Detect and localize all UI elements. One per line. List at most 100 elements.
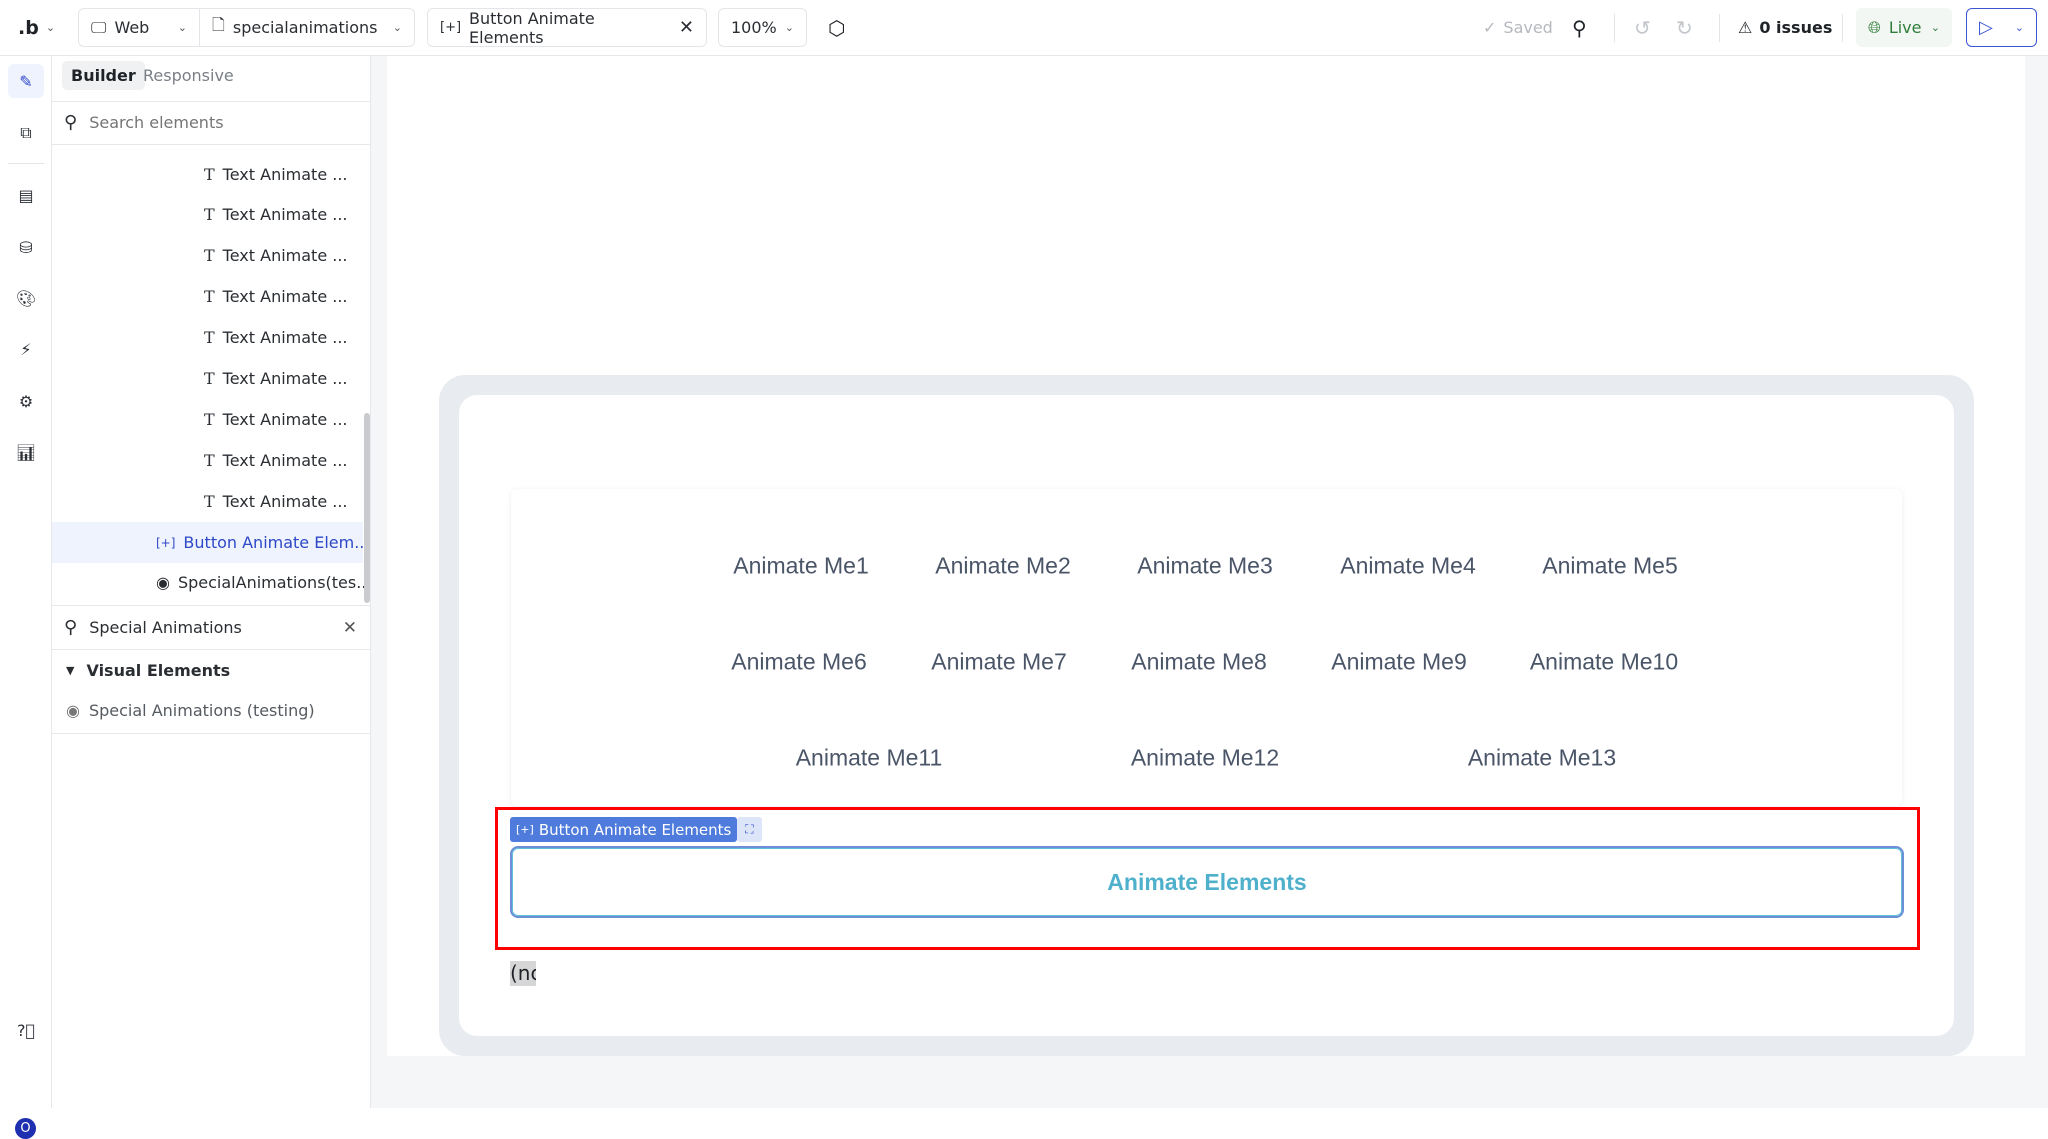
undo-icon[interactable]: ↺: [1634, 15, 1651, 40]
tree-item-label: Text Animate ...: [222, 287, 348, 306]
library-item-label: Special Animations (testing): [88, 701, 315, 720]
animate-text[interactable]: Animate Me13: [1467, 744, 1617, 771]
saved-label: Saved: [1503, 18, 1553, 37]
tree-item-label: Text Animate ...: [222, 205, 348, 224]
search-icon: ⚲: [64, 112, 78, 133]
divider: [1842, 14, 1843, 42]
tree-item[interactable]: T Text Animate ...: [52, 317, 363, 358]
saved-status: ✓ Saved: [1483, 8, 1553, 47]
monitor-icon: 🖵: [91, 17, 107, 37]
animate-text[interactable]: Animate Me6: [731, 648, 867, 675]
close-icon[interactable]: ✕: [342, 617, 357, 638]
component-icon: ◉: [66, 701, 80, 720]
globe-icon: 🌐︎: [1868, 17, 1881, 37]
tree-item[interactable]: ◉ SpecialAnimations(tes...: [52, 562, 371, 603]
palette-icon[interactable]: 🎨︎: [15, 288, 37, 308]
live-button[interactable]: 🌐︎ Live ⌄: [1856, 8, 1952, 47]
help-icon[interactable]: ?⃝: [16, 1020, 36, 1040]
tree-item-label: Text Animate ...: [222, 246, 348, 265]
button-element-icon: [+]: [156, 535, 176, 550]
text-icon: T: [204, 410, 215, 429]
check-circle-icon: ✓: [1483, 18, 1497, 37]
page-select[interactable]: 🗋 specialanimations ⌄: [199, 8, 415, 47]
tree-item[interactable]: T Text Animate ...: [52, 440, 363, 481]
layout-icon[interactable]: ▤: [18, 185, 34, 205]
tree-item[interactable]: T Text Animate ...: [52, 399, 363, 440]
element-tab[interactable]: [+] Button Animate Elements ✕: [427, 8, 707, 47]
divider: [52, 101, 371, 102]
tree-item[interactable]: T Text Animate ...: [52, 194, 363, 235]
preview-button[interactable]: ▷ ⌄: [1966, 8, 2037, 47]
library-search[interactable]: ⚲ Special Animations ✕: [52, 607, 371, 648]
issues-button[interactable]: ⚠ 0 issues: [1738, 8, 1832, 47]
tree-item-label: Text Animate ...: [222, 369, 348, 388]
platform-select[interactable]: 🖵 Web ⌄: [78, 8, 200, 47]
cube-icon[interactable]: ⬡: [828, 15, 846, 40]
animate-text[interactable]: Animate Me3: [1137, 552, 1273, 579]
search-elements[interactable]: ⚲: [52, 102, 363, 143]
page-label: specialanimations: [232, 18, 378, 37]
animate-text[interactable]: Animate Me4: [1340, 552, 1476, 579]
warning-icon: ⚠: [1738, 18, 1753, 37]
tab-builder[interactable]: Builder: [62, 61, 145, 90]
avatar[interactable]: O: [15, 1118, 36, 1139]
pencil-icon[interactable]: ✎: [8, 64, 44, 98]
close-icon[interactable]: ✕: [678, 17, 694, 38]
tree-item-selected[interactable]: [+] Button Animate Elem...: [52, 522, 369, 563]
divider: [52, 605, 371, 606]
tree-icon[interactable]: ⧉: [20, 123, 32, 142]
text-icon: T: [204, 165, 215, 184]
selection-chip[interactable]: [+] Button Animate Elements: [510, 817, 738, 842]
zoom-label: 100%: [731, 18, 777, 37]
redo-icon[interactable]: ↻: [1676, 15, 1693, 40]
animate-card[interactable]: [511, 489, 1902, 806]
text-icon: T: [204, 492, 215, 511]
divider: [8, 163, 44, 164]
section-visual-elements[interactable]: ▼ Visual Elements: [52, 650, 363, 691]
component-icon: ◉: [156, 573, 170, 592]
scrollbar[interactable]: [364, 413, 370, 603]
top-toolbar: .b ⌄ 🖵 Web ⌄ 🗋 specialanimations ⌄ [+] B…: [0, 0, 2048, 56]
animate-text[interactable]: Animate Me5: [1542, 552, 1678, 579]
divider: [52, 649, 371, 650]
button-element-icon: [+]: [440, 20, 462, 35]
tree-item[interactable]: T Text Animate ...: [52, 481, 363, 522]
tree-item[interactable]: T Text Animate ...: [52, 358, 363, 399]
tree-item[interactable]: T Text Animate ...: [52, 276, 363, 317]
hierarchy-icon[interactable]: ⛶: [737, 817, 762, 842]
chevron-down-icon: ⌄: [45, 21, 56, 34]
chart-icon[interactable]: 📊︎: [15, 442, 37, 462]
animate-text[interactable]: Animate Me7: [931, 648, 1067, 675]
library-item[interactable]: ◉ Special Animations (testing): [52, 690, 363, 731]
tree-item-label: Text Animate ...: [222, 492, 348, 511]
plug-icon[interactable]: ⚡︎: [20, 339, 32, 359]
live-label: Live: [1888, 18, 1922, 37]
animate-text[interactable]: Animate Me2: [935, 552, 1071, 579]
animate-elements-button[interactable]: Animate Elements: [510, 846, 1904, 918]
library-search-input[interactable]: Special Animations: [89, 618, 242, 637]
gear-icon[interactable]: ⚙: [18, 391, 34, 411]
element-tab-label: Button Animate Elements: [469, 8, 595, 47]
search-icon[interactable]: ⚲: [1572, 15, 1587, 40]
element-panel: Builder Responsive ⚲ T Text Animate ... T…: [52, 56, 371, 1108]
text-icon: T: [204, 451, 215, 470]
animate-text[interactable]: Animate Me10: [1529, 648, 1679, 675]
animate-text[interactable]: Animate Me11: [795, 744, 943, 771]
tree-item[interactable]: T Text Animate ...: [52, 154, 363, 195]
tab-responsive[interactable]: Responsive: [143, 66, 234, 85]
animate-text[interactable]: Animate Me1: [733, 552, 869, 579]
tree-item[interactable]: T Text Animate ...: [52, 235, 363, 276]
left-rail: ✎ ⧉ ▤ ⛁ 🎨︎ ⚡︎ ⚙ 📊︎ ?⃝ O: [0, 56, 52, 1139]
zoom-select[interactable]: 100% ⌄: [718, 8, 807, 47]
tree-item-label: Button Animate Elem...: [183, 533, 370, 552]
database-icon[interactable]: ⛁: [19, 237, 33, 257]
divider: [1614, 14, 1615, 42]
app-menu[interactable]: .b ⌄: [18, 8, 55, 47]
text-icon: T: [204, 328, 215, 347]
tree-item-label: Text Animate ...: [222, 328, 348, 347]
search-input[interactable]: [89, 113, 340, 132]
animate-text[interactable]: Animate Me9: [1331, 648, 1467, 675]
animate-text[interactable]: Animate Me12: [1130, 744, 1280, 771]
animate-text[interactable]: Animate Me8: [1131, 648, 1267, 675]
selection-highlight: [495, 807, 1920, 950]
